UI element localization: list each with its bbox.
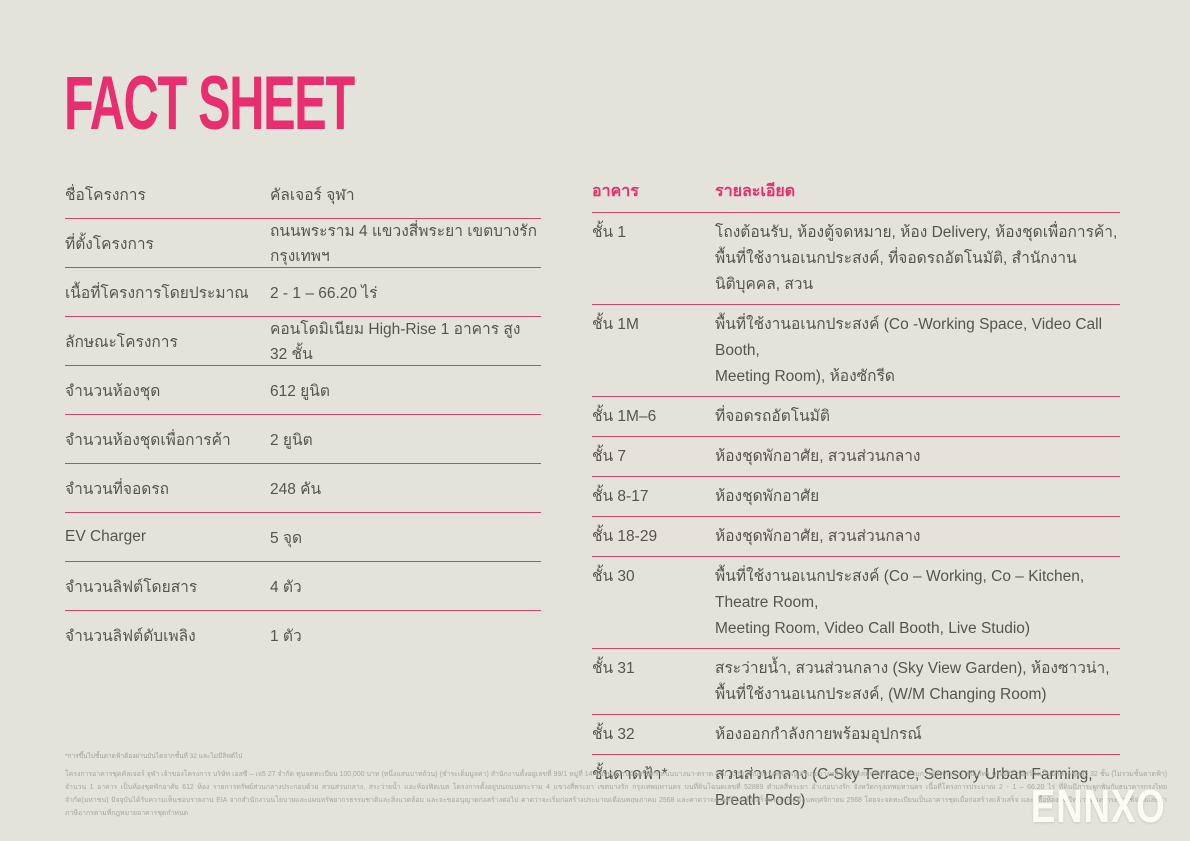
fact-value: 4 ตัว bbox=[270, 578, 302, 596]
project-facts-table: ชื่อโครงการ คัลเจอร์ จุฬา ที่ตั้งโครงการ… bbox=[65, 170, 541, 659]
legal-disclaimer: โครงการอาคารชุดคัลเจอร์ จุฬา เจ้าของโครง… bbox=[65, 771, 1167, 817]
floor-detail: ห้องชุดพักอาศัย, สวนส่วนกลาง bbox=[715, 527, 921, 545]
fact-label: จำนวนที่จอดรถ bbox=[65, 480, 170, 498]
table-row: ชั้น 1M พื้นที่ใช้งานอเนกประสงค์ (Co -Wo… bbox=[592, 305, 1120, 397]
floor-label: ชั้น 1 bbox=[592, 223, 627, 241]
table-row: ชั้น 18-29 ห้องชุดพักอาศัย, สวนส่วนกลาง bbox=[592, 517, 1120, 557]
building-floors-table: อาคาร รายละเอียด ชั้น 1 โถงต้อนรับ, ห้อง… bbox=[592, 170, 1120, 820]
table-row: ที่ตั้งโครงการ ถนนพระราม 4 แขวงสี่พระยา … bbox=[65, 219, 541, 268]
floor-label: ชั้น 1M–6 bbox=[592, 407, 657, 425]
table-row: เนื้อที่โครงการโดยประมาณ 2 - 1 – 66.20 ไ… bbox=[65, 268, 541, 317]
ennxo-logo: ENNXO bbox=[1031, 780, 1166, 832]
floor-detail: ห้องออกกำลังกายพร้อมอุปกรณ์ bbox=[715, 725, 922, 743]
fact-value: 248 คัน bbox=[270, 480, 322, 498]
table-row: EV Charger 5 จุด bbox=[65, 513, 541, 562]
floor-detail: พื้นที่ใช้งานอเนกประสงค์ (Co -Working Sp… bbox=[715, 315, 1103, 385]
table-row: ชั้น 8-17 ห้องชุดพักอาศัย bbox=[592, 477, 1120, 517]
floor-label: ชั้น 1M bbox=[592, 315, 639, 333]
floor-detail: ห้องชุดพักอาศัย bbox=[715, 487, 820, 505]
fact-label: จำนวนลิฟต์โดยสาร bbox=[65, 578, 198, 596]
fact-value: 1 ตัว bbox=[270, 627, 302, 645]
table-row: ชั้น 32 ห้องออกกำลังกายพร้อมอุปกรณ์ bbox=[592, 715, 1120, 755]
table-row: ชั้น 1 โถงต้อนรับ, ห้องตู้จดหมาย, ห้อง D… bbox=[592, 213, 1120, 305]
table-row: ชั้น 30 พื้นที่ใช้งานอเนกประสงค์ (Co – W… bbox=[592, 557, 1120, 649]
floor-label: ชั้น 8-17 bbox=[592, 487, 649, 505]
column-header-building: อาคาร bbox=[592, 182, 639, 200]
floor-label: ชั้นดาดฟ้า* bbox=[592, 765, 668, 783]
floor-detail: สวนส่วนกลาง (C-Sky Terrace, Sensory Urba… bbox=[715, 765, 1093, 809]
floor-label: ชั้น 31 bbox=[592, 659, 635, 677]
floor-detail: สระว่ายน้ำ, สวนส่วนกลาง (Sky View Garden… bbox=[715, 659, 1110, 703]
table-row: จำนวนลิฟต์โดยสาร 4 ตัว bbox=[65, 562, 541, 611]
table-row: ลักษณะโครงการ คอนโดมิเนียม High-Rise 1 อ… bbox=[65, 317, 541, 366]
fact-label: จำนวนห้องชุด bbox=[65, 382, 161, 400]
table-row: จำนวนลิฟต์ดับเพลิง 1 ตัว bbox=[65, 611, 541, 659]
floor-label: ชั้น 30 bbox=[592, 567, 635, 585]
table-row: ชั้นดาดฟ้า* สวนส่วนกลาง (C-Sky Terrace, … bbox=[592, 755, 1120, 820]
fact-value: คัลเจอร์ จุฬา bbox=[270, 186, 355, 204]
table-row: จำนวนที่จอดรถ 248 คัน bbox=[65, 464, 541, 513]
floor-detail: โถงต้อนรับ, ห้องตู้จดหมาย, ห้อง Delivery… bbox=[715, 223, 1118, 293]
fact-value: 5 จุด bbox=[270, 529, 303, 547]
column-header-detail: รายละเอียด bbox=[715, 182, 796, 200]
table-row: จำนวนห้องชุด 612 ยูนิต bbox=[65, 366, 541, 415]
fact-label: ลักษณะโครงการ bbox=[65, 333, 178, 351]
fact-value: 2 - 1 – 66.20 ไร่ bbox=[270, 284, 378, 302]
table-row: จำนวนห้องชุดเพื่อการค้า 2 ยูนิต bbox=[65, 415, 541, 464]
fact-label: เนื้อที่โครงการโดยประมาณ bbox=[65, 284, 249, 302]
floor-detail: ที่จอดรถอัตโนมัติ bbox=[715, 407, 830, 425]
fact-value: คอนโดมิเนียม High-Rise 1 อาคาร สูง 32 ชั… bbox=[270, 321, 521, 363]
table-row: ชั้น 1M–6 ที่จอดรถอัตโนมัติ bbox=[592, 397, 1120, 437]
table-row: ชื่อโครงการ คัลเจอร์ จุฬา bbox=[65, 170, 541, 219]
fact-value: 612 ยูนิต bbox=[270, 382, 330, 400]
table-header-row: อาคาร รายละเอียด bbox=[592, 170, 1120, 213]
floor-label: ชั้น 18-29 bbox=[592, 527, 658, 545]
fact-value: ถนนพระราม 4 แขวงสี่พระยา เขตบางรัก กรุงเ… bbox=[270, 223, 537, 265]
fact-label: ชื่อโครงการ bbox=[65, 186, 146, 204]
floor-label: ชั้น 32 bbox=[592, 725, 635, 743]
floor-detail: พื้นที่ใช้งานอเนกประสงค์ (Co – Working, … bbox=[715, 567, 1085, 637]
fact-label: EV Charger bbox=[65, 528, 146, 545]
table-row: ชั้น 31 สระว่ายน้ำ, สวนส่วนกลาง (Sky Vie… bbox=[592, 649, 1120, 715]
fact-label: ที่ตั้งโครงการ bbox=[65, 235, 154, 253]
fact-label: จำนวนห้องชุดเพื่อการค้า bbox=[65, 431, 231, 449]
rooftop-footnote: *การขึ้นไปชั้นดาดฟ้าต้องผ่านบันไดจากชั้น… bbox=[65, 753, 243, 760]
fact-value: 2 ยูนิต bbox=[270, 431, 313, 449]
floor-label: ชั้น 7 bbox=[592, 447, 627, 465]
floor-detail: ห้องชุดพักอาศัย, สวนส่วนกลาง bbox=[715, 447, 921, 465]
page-title: FACT SHEET bbox=[64, 61, 355, 146]
fact-label: จำนวนลิฟต์ดับเพลิง bbox=[65, 627, 196, 645]
table-row: ชั้น 7 ห้องชุดพักอาศัย, สวนส่วนกลาง bbox=[592, 437, 1120, 477]
